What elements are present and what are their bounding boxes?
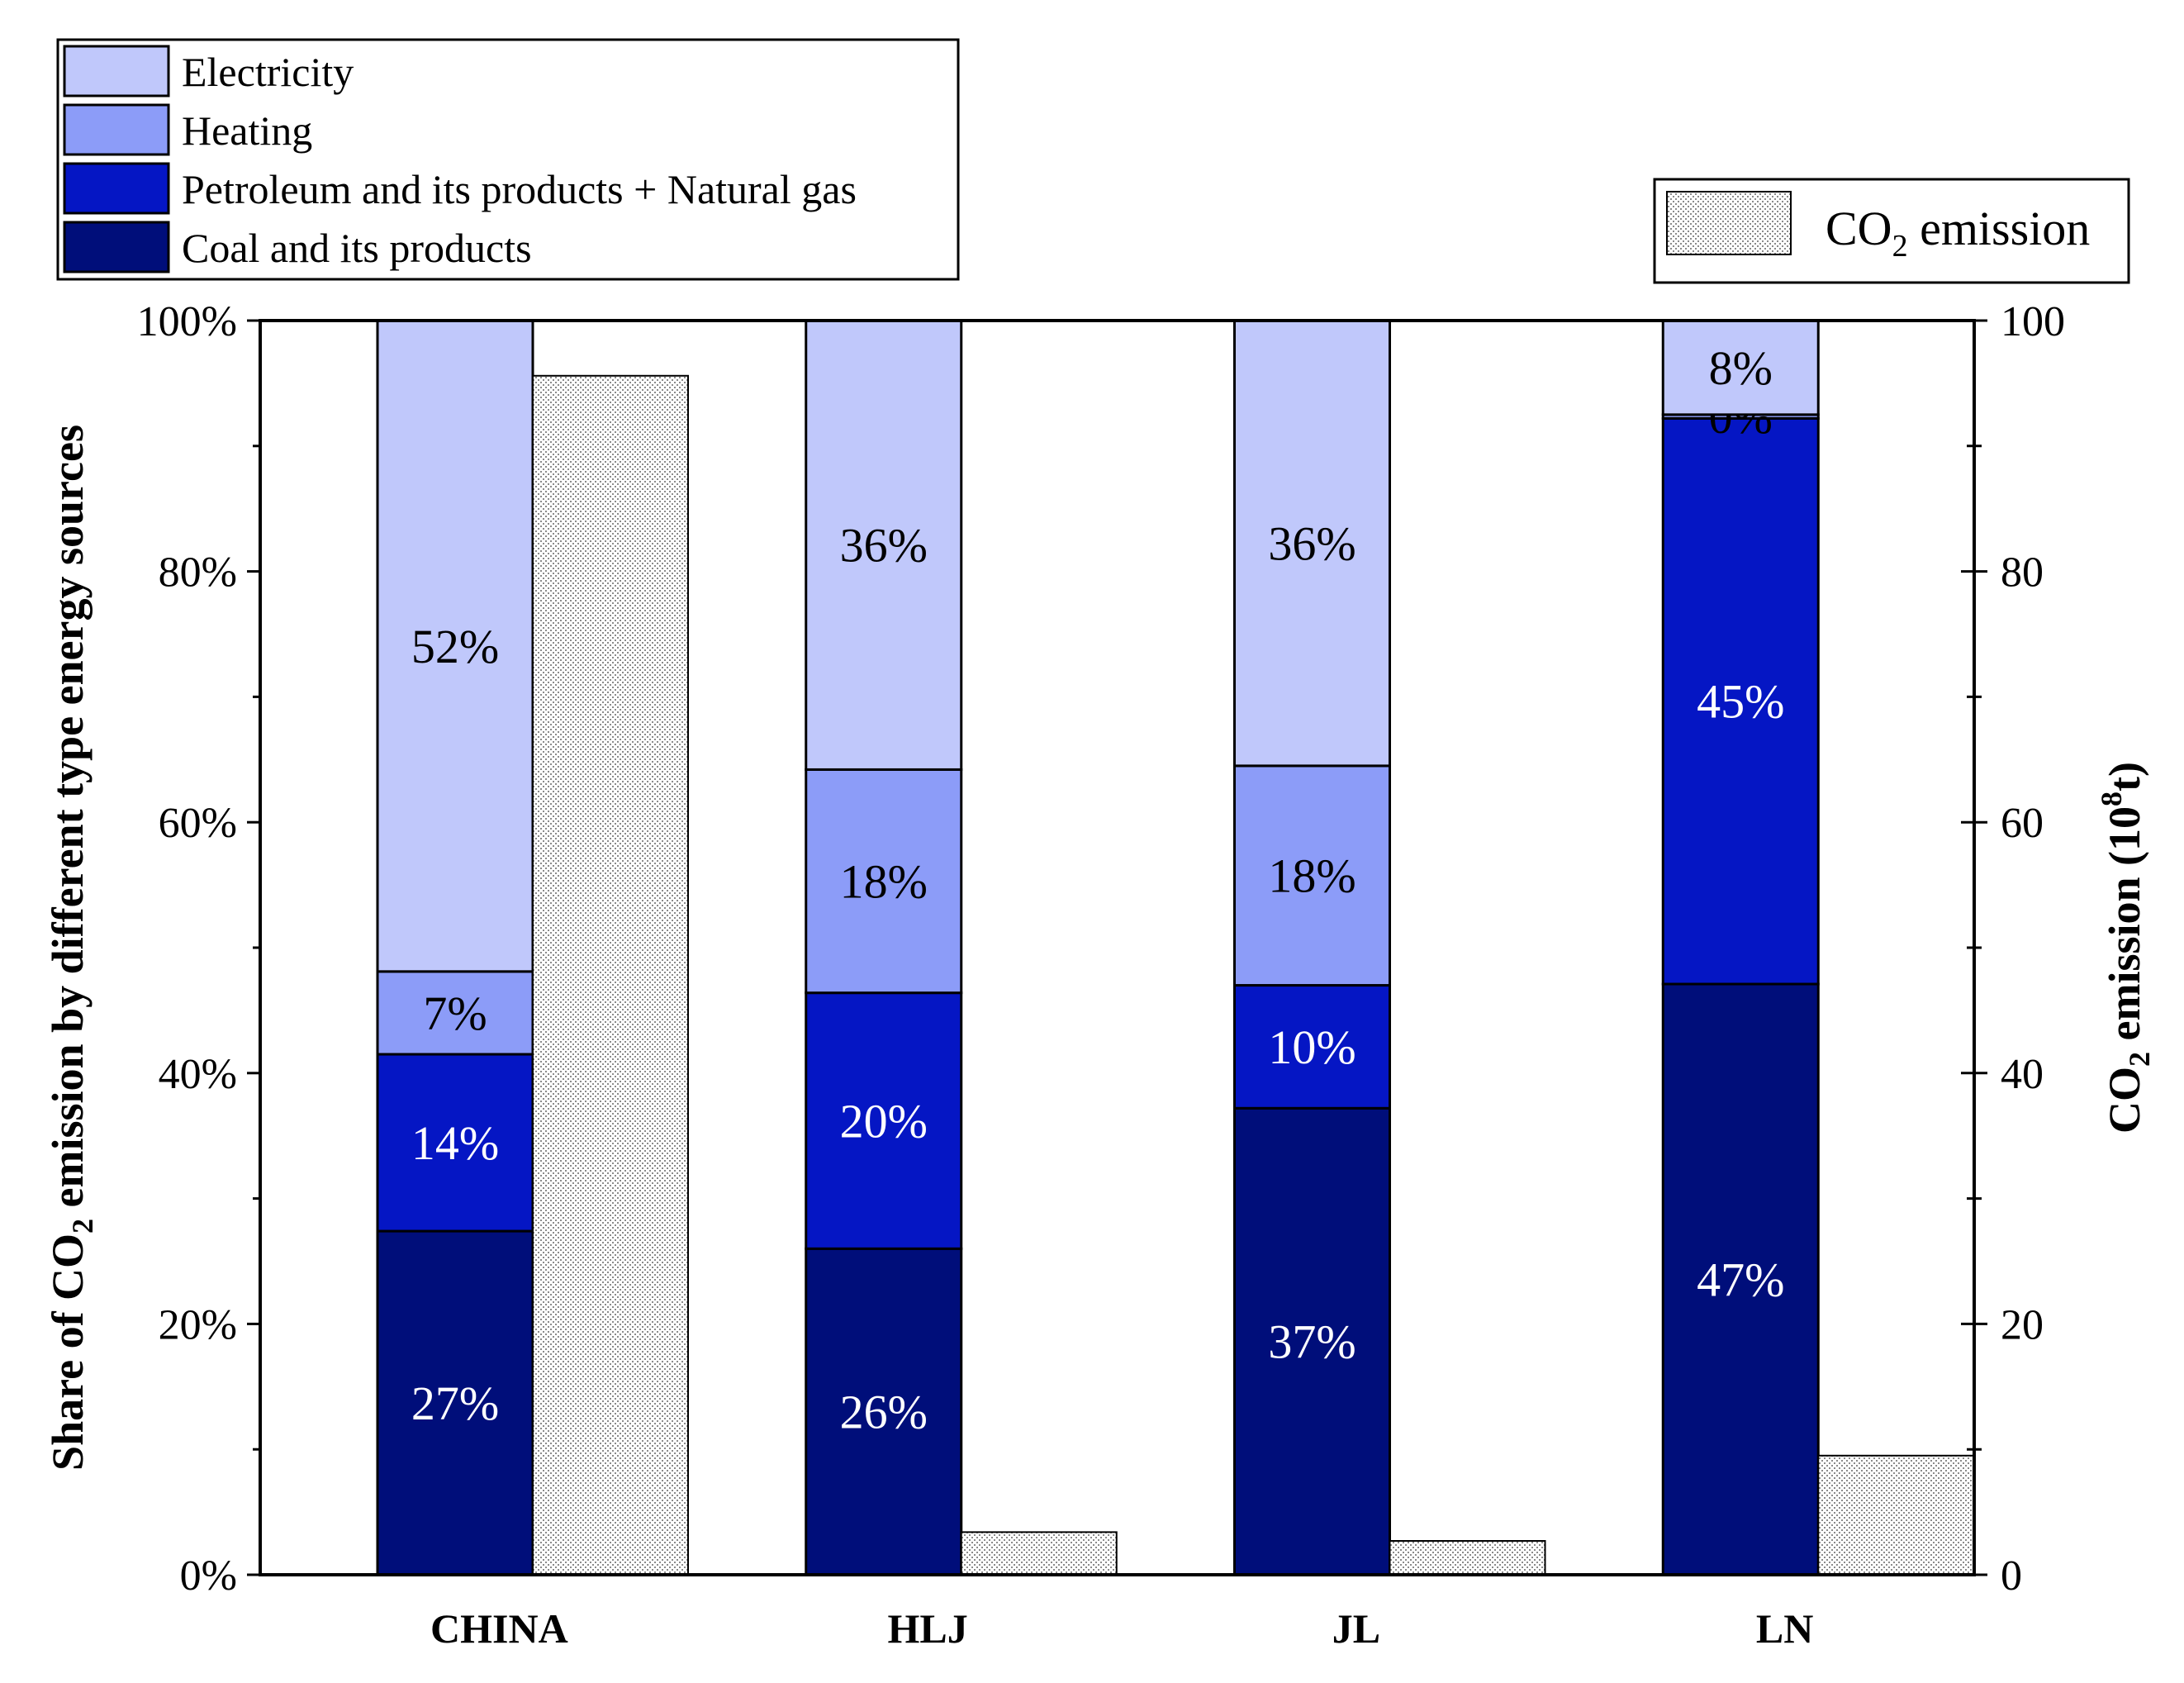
secondary-legend: CO2 emission bbox=[1653, 178, 2130, 284]
data-label: 36% bbox=[840, 519, 928, 573]
legend-swatch-3 bbox=[63, 45, 170, 97]
right-tick-label: 40 bbox=[2001, 1051, 2044, 1098]
data-label: 8% bbox=[1709, 341, 1773, 395]
right-tick-label: 80 bbox=[2001, 549, 2044, 597]
data-label: 18% bbox=[1268, 849, 1356, 903]
bar-segment-china-0 bbox=[376, 1229, 534, 1576]
right-tick-label: 60 bbox=[2001, 800, 2044, 847]
legend-label: Electricity bbox=[182, 49, 354, 95]
left-tick-label: 100% bbox=[137, 298, 237, 345]
co2-bar-jl bbox=[1389, 1540, 1546, 1576]
co2-legend-swatch bbox=[1666, 191, 1792, 255]
category-label: CHINA bbox=[430, 1605, 568, 1652]
data-label: 27% bbox=[411, 1376, 499, 1430]
bar-segment-ln-3 bbox=[1661, 319, 1820, 416]
data-label: 14% bbox=[411, 1116, 499, 1170]
data-label: 36% bbox=[1268, 516, 1356, 570]
bar-segment-hlj-2 bbox=[805, 768, 963, 995]
right-tick-label: 20 bbox=[2001, 1301, 2044, 1348]
data-label: 20% bbox=[840, 1094, 928, 1148]
co2-legend-label: CO2 emission bbox=[1826, 202, 2090, 264]
bar-segment-hlj-3 bbox=[805, 319, 963, 771]
right-tick-label: 0 bbox=[2001, 1552, 2022, 1600]
bar-segment-hlj-1 bbox=[805, 991, 963, 1250]
right-tick-label: 100 bbox=[2001, 298, 2065, 345]
bar-segment-jl-2 bbox=[1233, 764, 1391, 987]
co2-bar-china bbox=[532, 374, 689, 1576]
data-label: 26% bbox=[840, 1386, 928, 1439]
left-tick-label: 80% bbox=[159, 549, 237, 597]
left-tick-label: 40% bbox=[159, 1051, 237, 1098]
data-label: 52% bbox=[411, 620, 499, 673]
bar-segment-china-1 bbox=[376, 1053, 534, 1233]
bar-segment-china-3 bbox=[376, 319, 534, 973]
y-axis-left-title: Share of CO2 emission by different type … bbox=[43, 425, 99, 1471]
legend-label: Petroleum and its products + Natural gas bbox=[182, 166, 857, 212]
bar-segment-ln-0 bbox=[1661, 982, 1820, 1576]
legend-box bbox=[56, 38, 960, 281]
category-label: JL bbox=[1332, 1605, 1380, 1652]
data-label: 7% bbox=[423, 987, 487, 1040]
y-axis-right-title: CO2 emission (108t) bbox=[2095, 762, 2156, 1134]
category-label: HLJ bbox=[888, 1605, 968, 1652]
legend-swatch-1 bbox=[63, 162, 170, 215]
data-label: 18% bbox=[840, 855, 928, 909]
data-label: 47% bbox=[1697, 1253, 1784, 1307]
co2-bar-ln bbox=[1817, 1454, 1975, 1576]
left-tick-label: 0% bbox=[180, 1552, 237, 1600]
data-label: 45% bbox=[1697, 675, 1784, 729]
legend-swatch-0 bbox=[63, 221, 170, 273]
bar-segment-hlj-0 bbox=[805, 1247, 963, 1576]
plot-area: 27% 14% 7% 52% CHINA 26% 20% 18% 36% HLJ 37% 10% 18%… bbox=[43, 298, 2156, 1652]
left-tick-label: 60% bbox=[159, 800, 237, 847]
legend: Electricity Heating Petroleum and its prod… bbox=[56, 38, 960, 281]
legend-swatch-2 bbox=[63, 103, 170, 156]
left-tick-label: 20% bbox=[159, 1301, 237, 1348]
legend-label: Heating bbox=[182, 107, 312, 154]
legend-label: Coal and its products bbox=[182, 225, 532, 271]
bar-segment-jl-1 bbox=[1233, 984, 1391, 1110]
category-label: LN bbox=[1756, 1605, 1813, 1652]
data-label: 37% bbox=[1268, 1315, 1356, 1369]
co2-bar-hlj bbox=[960, 1531, 1118, 1576]
data-label: 10% bbox=[1268, 1020, 1356, 1074]
bar-segment-jl-3 bbox=[1233, 319, 1391, 768]
